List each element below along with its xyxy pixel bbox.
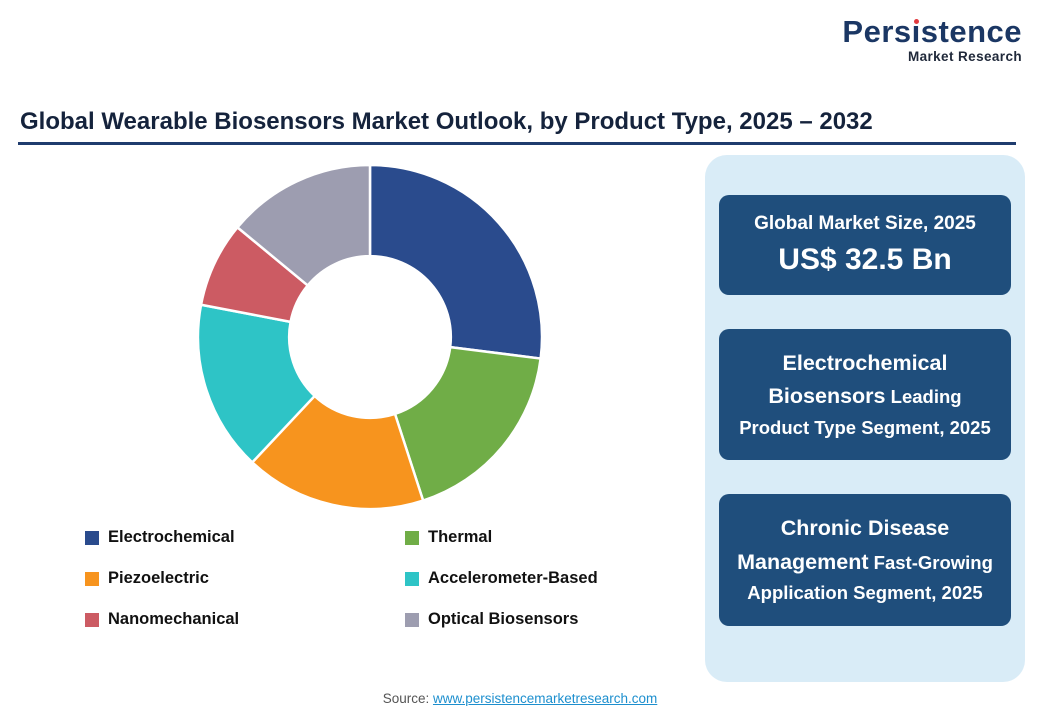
legend-item-piezoelectric: Piezoelectric xyxy=(85,569,405,588)
logo-dotless-i: ı xyxy=(911,14,921,49)
donut-slice-piezoelectric xyxy=(251,394,425,511)
logo-letter-i: ı xyxy=(912,16,921,47)
legend-item-optical-biosensors: Optical Biosensors xyxy=(405,610,665,629)
legend-swatch-optical-biosensors xyxy=(405,612,419,627)
legend-label: Accelerometer-Based xyxy=(428,569,598,587)
title-underline xyxy=(18,142,1016,145)
side-panel: Global Market Size, 2025 US$ 32.5 Bn Ele… xyxy=(705,155,1025,682)
application-segment-rest: Fast-Growing Application Segment, 2025 xyxy=(747,551,993,603)
market-size-value: US$ 32.5 Bn xyxy=(778,243,952,276)
brand-logo: Persı stence Market Research xyxy=(842,16,1022,64)
card-market-size: Global Market Size, 2025 US$ 32.5 Bn xyxy=(719,195,1011,295)
page-title: Global Wearable Biosensors Market Outloo… xyxy=(20,108,873,135)
legend-label: Nanomechanical xyxy=(108,610,240,628)
legend-item-nanomechanical: Nanomechanical xyxy=(85,610,405,629)
logo-part1: Pers xyxy=(842,14,912,49)
legend-label: Optical Biosensors xyxy=(428,610,579,628)
legend-swatch-piezoelectric xyxy=(85,571,99,586)
donut-slice-electrochemical xyxy=(368,163,544,360)
legend-swatch-accelerometer-based xyxy=(405,571,419,586)
legend-item-electrochemical: Electrochemical xyxy=(85,528,405,547)
logo-red-dot xyxy=(913,19,919,24)
donut-slice-accelerometer-based xyxy=(196,303,316,464)
leading-segment-rest: Leading Product Type Segment, 2025 xyxy=(739,386,991,438)
footer: Source: www.persistencemarketresearch.co… xyxy=(0,691,1040,706)
application-segment-highlight: Chronic Disease Management xyxy=(737,516,950,574)
brand-logo-subtitle: Market Research xyxy=(907,49,1022,64)
card-application-segment: Chronic Disease Management Fast-Growing … xyxy=(719,494,1011,626)
donut-slice-optical-biosensors xyxy=(236,163,372,287)
donut-slice-thermal xyxy=(393,345,542,502)
logo-part2: stence xyxy=(920,14,1022,49)
source-link[interactable]: www.persistencemarketresearch.com xyxy=(432,691,658,706)
legend-label: Thermal xyxy=(428,528,493,546)
legend-swatch-electrochemical xyxy=(85,530,99,545)
legend-item-accelerometer-based: Accelerometer-Based xyxy=(405,569,665,588)
legend-item-thermal: Thermal xyxy=(405,528,665,547)
brand-logo-wordmark: Persı stence xyxy=(842,16,1022,47)
donut-chart xyxy=(196,163,544,511)
legend-label: Piezoelectric xyxy=(108,569,209,587)
leading-segment-highlight: Electrochemical Biosensors xyxy=(768,351,948,409)
source-label: Source: xyxy=(382,691,433,706)
legend-label: Electrochemical xyxy=(108,528,235,546)
market-size-label: Global Market Size, 2025 xyxy=(754,213,976,234)
chart-legend: Electrochemical Thermal Piezoelectric Ac… xyxy=(85,528,665,629)
donut-chart-container xyxy=(195,162,545,512)
legend-swatch-thermal xyxy=(405,530,419,545)
card-leading-segment: Electrochemical Biosensors Leading Produ… xyxy=(719,329,1011,461)
legend-swatch-nanomechanical xyxy=(85,612,99,627)
